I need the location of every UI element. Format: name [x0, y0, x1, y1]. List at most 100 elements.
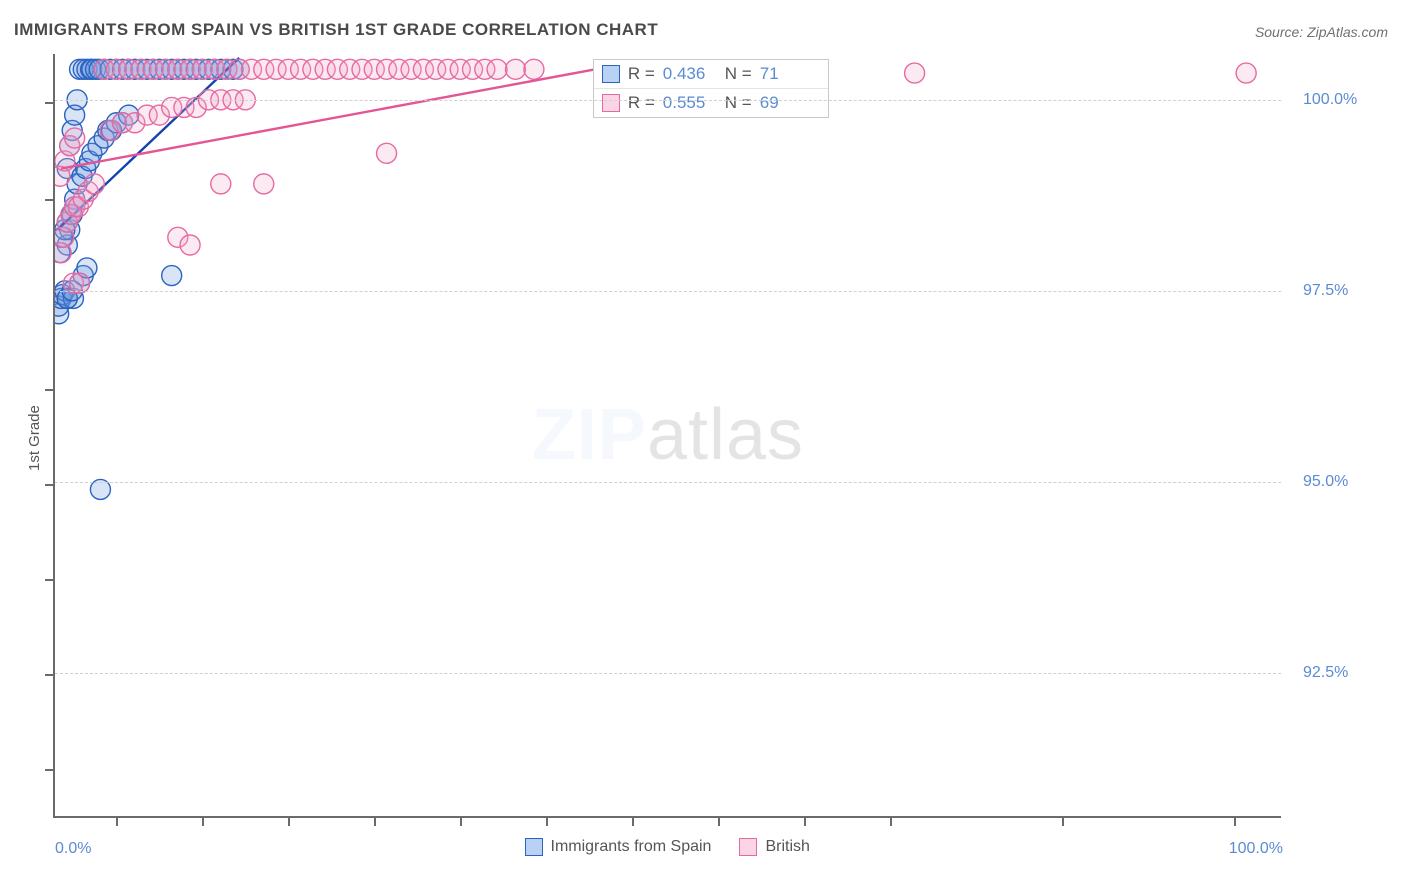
- scatter-point: [340, 59, 360, 79]
- scatter-point: [55, 151, 75, 171]
- scatter-point: [475, 59, 495, 79]
- scatter-point: [303, 59, 323, 79]
- scatter-point: [55, 243, 71, 263]
- scatter-point: [162, 59, 182, 79]
- scatter-point: [60, 136, 80, 156]
- x-tick-mark: [460, 816, 462, 826]
- scatter-point: [192, 59, 212, 79]
- x-tick-mark: [116, 816, 118, 826]
- scatter-point: [131, 59, 151, 79]
- scatter-point: [94, 59, 114, 79]
- stats-r-label: R =: [628, 93, 655, 113]
- scatter-point: [524, 59, 544, 79]
- scatter-point: [55, 285, 72, 305]
- scatter-point: [125, 113, 145, 133]
- chart-title: IMMIGRANTS FROM SPAIN VS BRITISH 1ST GRA…: [14, 20, 658, 40]
- scatter-point: [73, 59, 93, 79]
- scatter-point: [100, 59, 120, 79]
- scatter-point: [156, 59, 176, 79]
- scatter-point: [119, 59, 139, 79]
- scatter-point: [55, 304, 69, 324]
- scatter-point: [84, 174, 104, 194]
- scatter-point: [211, 59, 231, 79]
- scatter-point: [905, 63, 925, 83]
- scatter-point: [68, 197, 88, 217]
- stats-swatch: [602, 94, 620, 112]
- stats-r-label: R =: [628, 64, 655, 84]
- scatter-point: [72, 166, 92, 186]
- y-tick-label: 92.5%: [1303, 664, 1348, 682]
- legend-swatch: [525, 838, 543, 856]
- y-tick-label: 97.5%: [1303, 282, 1348, 300]
- scatter-point: [315, 59, 335, 79]
- watermark-bold: ZIP: [532, 395, 647, 475]
- scatter-point: [73, 266, 93, 286]
- chart-container: IMMIGRANTS FROM SPAIN VS BRITISH 1ST GRA…: [0, 0, 1406, 892]
- x-tick-mark: [718, 816, 720, 826]
- source-attribution: Source: ZipAtlas.com: [1255, 24, 1388, 40]
- legend-label: Immigrants from Spain: [551, 838, 712, 856]
- scatter-point: [76, 159, 96, 179]
- scatter-point: [438, 59, 458, 79]
- scatter-point: [106, 59, 126, 79]
- y-tick-label: 100.0%: [1303, 91, 1357, 109]
- y-tick-label: 95.0%: [1303, 473, 1348, 491]
- scatter-point: [57, 212, 77, 232]
- scatter-point: [86, 59, 106, 79]
- scatter-point: [401, 59, 421, 79]
- y-tick-mark: [45, 389, 55, 391]
- x-tick-label: 100.0%: [1229, 840, 1283, 858]
- scatter-point: [180, 59, 200, 79]
- y-tick-mark: [45, 484, 55, 486]
- watermark: ZIPatlas: [532, 394, 804, 476]
- scatter-point: [61, 204, 81, 224]
- x-tick-mark: [1234, 816, 1236, 826]
- scatter-point: [82, 59, 102, 79]
- stats-r-value: 0.436: [663, 64, 717, 84]
- scatter-point: [352, 59, 372, 79]
- scatter-point: [168, 227, 188, 247]
- scatter-point: [278, 59, 298, 79]
- scatter-point: [377, 59, 397, 79]
- scatter-point: [81, 59, 101, 79]
- scatter-point: [137, 59, 157, 79]
- scatter-point: [101, 120, 121, 140]
- scatter-point: [77, 258, 97, 278]
- stats-legend-box: R =0.436N =71R =0.555N =69: [593, 59, 829, 118]
- stats-r-value: 0.555: [663, 93, 717, 113]
- scatter-point: [131, 59, 151, 79]
- stats-swatch: [602, 65, 620, 83]
- scatter-point: [65, 189, 85, 209]
- scatter-point: [78, 182, 98, 202]
- scatter-point: [55, 166, 70, 186]
- scatter-point: [55, 220, 75, 240]
- scatter-point: [119, 105, 139, 125]
- scatter-point: [266, 59, 286, 79]
- scatter-point: [100, 120, 120, 140]
- scatter-point: [506, 59, 526, 79]
- stats-n-value: 69: [760, 93, 814, 113]
- scatter-point: [137, 105, 157, 125]
- scatter-point: [60, 136, 80, 156]
- scatter-point: [149, 105, 169, 125]
- scatter-point: [426, 59, 446, 79]
- y-tick-mark: [45, 199, 55, 201]
- x-tick-mark: [288, 816, 290, 826]
- x-tick-mark: [546, 816, 548, 826]
- scatter-svg: [55, 54, 1283, 818]
- scatter-point: [65, 128, 85, 148]
- plot-area: ZIPatlas R =0.436N =71R =0.555N =69 92.5…: [53, 54, 1281, 818]
- y-tick-mark: [45, 769, 55, 771]
- scatter-point: [62, 204, 82, 224]
- legend-item: Immigrants from Spain: [525, 838, 712, 856]
- scatter-point: [55, 243, 70, 263]
- scatter-point: [186, 59, 206, 79]
- scatter-point: [217, 59, 237, 79]
- scatter-point: [364, 59, 384, 79]
- stats-n-label: N =: [725, 93, 752, 113]
- scatter-point: [180, 235, 200, 255]
- scatter-point: [413, 59, 433, 79]
- y-tick-mark: [45, 674, 55, 676]
- scatter-point: [205, 59, 225, 79]
- scatter-point: [65, 197, 85, 217]
